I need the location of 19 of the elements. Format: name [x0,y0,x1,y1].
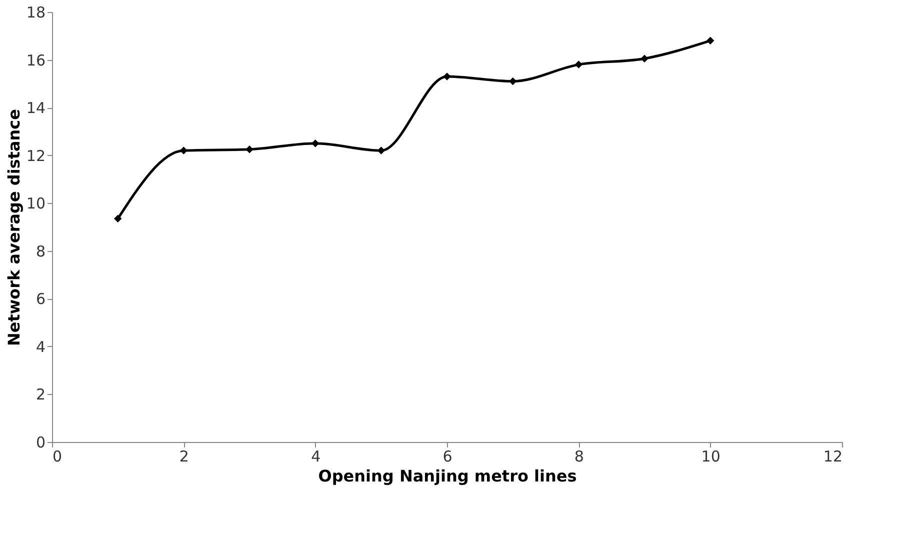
y-tick-label: 18 [26,4,46,22]
x-axis-title: Opening Nanjing metro lines [318,466,577,486]
y-tick-label: 8 [36,242,46,260]
x-tick-label: 8 [574,448,584,466]
x-tick-label: 4 [311,448,321,466]
y-axis-title: Network average distance [4,108,24,346]
x-tick-label: 0 [52,448,62,466]
y-tick-label: 14 [26,99,46,118]
x-tick-label: 12 [823,448,842,466]
y-tick-label: 6 [36,290,46,308]
y-tick-label: 16 [26,51,46,70]
x-tick-label: 6 [442,448,452,466]
y-tick-label: 12 [26,146,46,165]
y-tick-label: 0 [36,434,46,452]
x-tick-label: 2 [179,448,189,466]
y-tick-label: 2 [36,386,46,404]
x-tick-label: 10 [701,448,720,466]
y-tick-label: 4 [36,338,46,356]
y-tick-label: 10 [26,194,46,213]
